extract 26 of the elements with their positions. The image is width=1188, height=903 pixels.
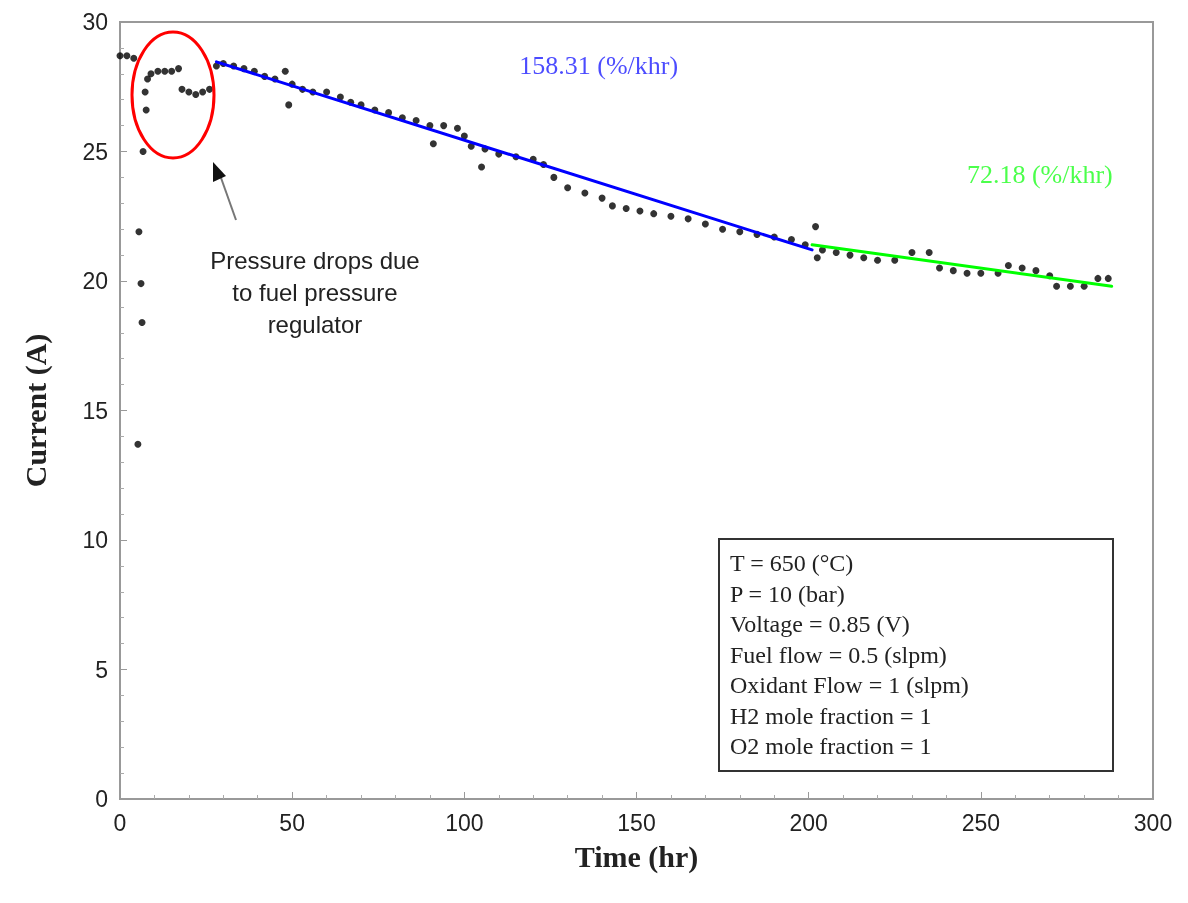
x-tick-label: 150 — [617, 809, 656, 836]
y-tick-label: 10 — [82, 527, 108, 553]
y-axis-title: Current (A) — [18, 333, 53, 488]
annotation: Pressure drops due to fuel pressure regulator — [209, 246, 421, 340]
y-tick-label: 15 — [82, 397, 108, 424]
x-tick-label: 50 — [279, 809, 305, 836]
x-tick-label: 0 — [113, 809, 127, 836]
annotation: T = 650 (°C) — [730, 549, 855, 578]
annotation: Oxidant Flow = 1 (slpm) — [730, 671, 970, 700]
annotation: H2 mole fraction = 1 — [730, 701, 933, 731]
annotation: Voltage = 0.85 (V) — [730, 610, 911, 639]
text: 158.31 (%/khr) — [519, 50, 679, 81]
x-tick-label: 250 — [961, 809, 1001, 836]
y-tick-label: 30 — [82, 9, 108, 35]
x-tick-label: 100 — [445, 809, 484, 836]
annotation: P = 10 (bar) — [730, 579, 846, 609]
y-tick-label: 20 — [82, 268, 108, 294]
text: 72.18 (%/khr) — [966, 160, 1113, 191]
y-tick-label: 25 — [82, 138, 108, 165]
x-axis-title: Time (hr) — [574, 839, 699, 874]
annotation: O2 mole fraction = 1 — [730, 732, 933, 761]
x-tick-label: 200 — [789, 809, 828, 836]
y-tick-label: 0 — [95, 786, 108, 812]
y-tick-label: 5 — [95, 656, 108, 683]
x-tick-label: 300 — [1133, 809, 1173, 836]
annotation: Fuel flow = 0.5 (slpm) — [730, 640, 948, 670]
